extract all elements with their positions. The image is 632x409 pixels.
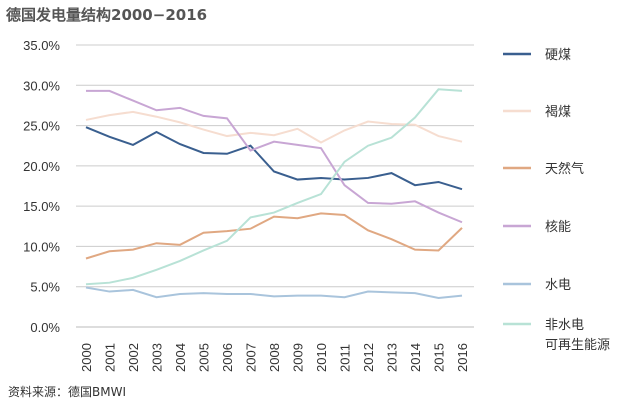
legend-label: 非水电	[545, 318, 584, 333]
x-tick-label: 2013	[385, 343, 400, 372]
series-line	[85, 110, 463, 144]
legend-label: 天然气	[545, 161, 584, 177]
y-tick-label: 20.0%	[23, 159, 60, 174]
legend-label: 核能	[545, 220, 571, 235]
series-line	[86, 89, 463, 224]
x-tick-label: 2007	[244, 343, 259, 372]
x-tick-label: 2003	[150, 343, 165, 372]
x-tick-label: 2011	[338, 344, 353, 372]
y-tick-label: 5.0%	[30, 280, 60, 295]
x-tick-label: 2012	[361, 343, 376, 372]
y-tick-label: 25.0%	[23, 119, 60, 134]
x-tick-label: 2005	[197, 343, 212, 372]
y-tick-label: 10.0%	[23, 239, 60, 254]
y-tick-label: 15.0%	[23, 199, 60, 214]
x-tick-label: 2004	[173, 343, 188, 372]
x-tick-label: 2010	[314, 343, 329, 372]
series-line	[85, 126, 463, 191]
source-note: 资料来源：德国BMWI	[8, 385, 126, 399]
y-tick-label: 30.0%	[23, 78, 60, 93]
legend-label: 水电	[545, 278, 571, 293]
x-tick-label: 2009	[291, 343, 306, 372]
series-line	[85, 212, 463, 260]
series-line	[85, 88, 463, 286]
y-tick-label: 35.0%	[23, 38, 60, 53]
x-tick-label: 2015	[432, 343, 447, 372]
legend-label: 褐煤	[545, 105, 571, 120]
chart-title: 德国发电量结构2000−2016	[6, 6, 208, 24]
x-tick-label: 2014	[408, 343, 423, 372]
x-tick-label: 2008	[267, 343, 282, 372]
x-tick-label: 2002	[126, 343, 141, 372]
legend-label: 可再生能源	[545, 338, 610, 353]
y-tick-label: 0.0%	[30, 320, 60, 335]
legend-label: 硬煤	[545, 48, 571, 63]
x-tick-label: 2000	[79, 343, 94, 372]
x-tick-label: 2016	[455, 343, 470, 372]
x-tick-label: 2001	[103, 343, 118, 372]
x-tick-label: 2006	[220, 343, 235, 372]
